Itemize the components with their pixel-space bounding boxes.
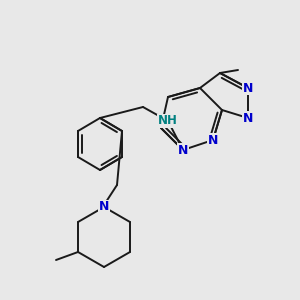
- Text: NH: NH: [158, 115, 178, 128]
- Text: N: N: [99, 200, 109, 214]
- Text: N: N: [243, 82, 253, 94]
- Text: N: N: [243, 112, 253, 124]
- Text: N: N: [208, 134, 218, 146]
- Text: N: N: [178, 143, 188, 157]
